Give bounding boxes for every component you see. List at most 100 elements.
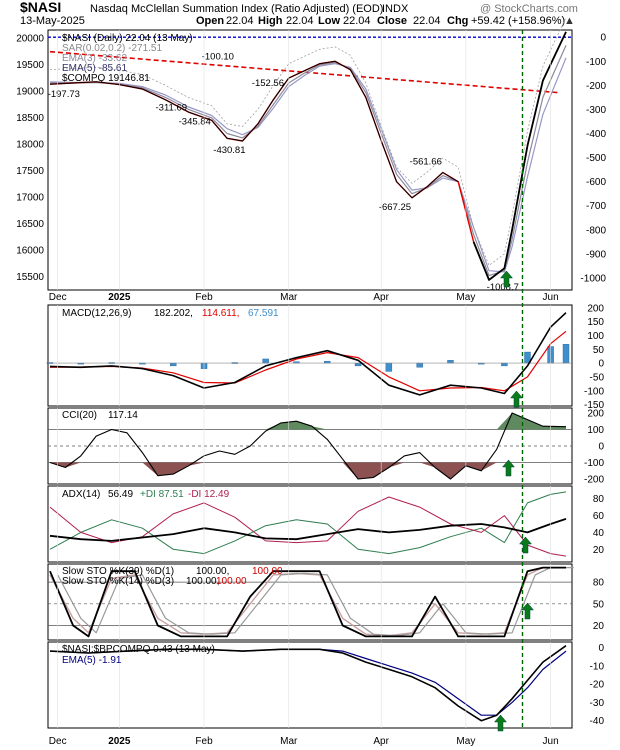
legend-sto1: Slow STO %K(39) %D(1) [62,566,174,577]
legend-macd: MACD(12,26,9) [62,308,131,319]
high-label: High [258,15,283,27]
close-label: Close [377,15,407,27]
legend-macd-v3: 67.591 [248,308,279,319]
macd-histogram-bar [562,344,570,364]
nasi-line [472,31,567,281]
low-value: 22.04 [343,15,371,27]
x-axis-month-label: Apr [373,292,389,303]
legend-macd-v1: 182.202, [154,308,193,319]
ratio-line [49,645,567,722]
compq-line [49,17,567,266]
x-axis-month-label-bottom: 2025 [108,736,131,747]
price-right-tick: -900 [586,249,606,260]
x-axis-month-label-bottom: Dec [49,736,67,747]
chg-label: Chg [447,15,468,27]
legend-ndi: -DI 12.49 [188,489,230,500]
ratio-ema-line [49,648,567,716]
price-right-tick: -400 [586,129,606,140]
ratio-tick-label: -40 [590,716,605,727]
macd-tick-label: -50 [590,372,605,383]
legend-ratio-ema: EMA(5) -1.91 [62,655,122,666]
x-axis-month-label: Dec [49,292,67,303]
annotation-label: -1008.7 [487,282,519,293]
open-value: 22.04 [226,15,254,27]
legend-cci: CCI(20) [62,410,97,421]
chg-value: +59.42 (+158.96%) [471,15,565,27]
cci-tick-label: 200 [587,408,604,419]
legend-ema5: EMA(5) -85.61 [62,63,127,74]
ratio-tick-label: -10 [590,661,605,672]
annotation-label: -152.56 [252,78,284,89]
macd-tick-label: -100 [584,386,604,397]
symbol-title: $NASI [20,0,61,15]
buy-arrow-icon [501,459,516,477]
price-right-tick: -300 [586,105,606,116]
price-right-tick: -600 [586,177,606,188]
watermark: @ StockCharts.com [480,3,578,15]
macd-histogram-bar [354,362,362,367]
legend-sto1-d: 100.00 [252,566,283,577]
price-left-tick: 19000 [16,87,44,98]
legend-sar: SAR(0.02,0.2) -271.51 [62,43,162,54]
legend-sto2-k: 100.00, [186,576,219,587]
macd-histogram-bar [170,362,177,367]
x-axis-month-label-bottom: Jun [543,736,559,747]
close-value: 22.04 [413,15,441,27]
cci-negative-area [50,462,566,479]
price-panel-frame [47,29,573,291]
price-right-tick: -100 [586,57,606,68]
adx-panel-frame [47,485,573,563]
annotation-label: -345.84 [179,116,211,127]
price-left-tick: 16500 [16,219,44,230]
adx-line [49,518,567,542]
cci-positive-area [50,413,566,430]
header-date: 13-May-2025 [20,15,85,27]
legend-macd-v2: 114.611, [202,308,239,319]
adx-tick-label: 80 [593,494,605,505]
legend-pdi: +DI 87.51 [140,489,184,500]
price-left-tick: 17500 [16,166,44,177]
buy-arrow-icon [520,602,535,620]
annotation-label: -561.66 [410,156,442,167]
x-axis-month-label: 2025 [108,292,131,303]
adx-tick-label: 20 [593,545,605,556]
price-left-tick: 20000 [16,33,44,44]
legend-compq: $COMPQ 19146.81 [62,73,150,84]
sto14-d-line [57,566,574,637]
price-right-tick: -200 [586,81,606,92]
x-axis-month-label: May [456,292,475,303]
price-left-tick: 18000 [16,140,44,151]
price-left-tick: 17000 [16,193,44,204]
price-right-tick: -800 [586,225,606,236]
cci-tick-label: -100 [584,458,604,469]
x-axis-month-label: Mar [280,292,298,303]
macd-tick-label: -150 [584,400,604,411]
buy-arrow-icon [499,270,514,288]
macd-histogram-bar [262,358,269,364]
ratio-panel-frame [47,641,573,729]
price-left-tick: 15500 [16,272,44,283]
price-right-tick: -500 [586,153,606,164]
x-axis-month-label-bottom: Apr [373,736,389,747]
x-axis-month-label-bottom: Mar [280,736,298,747]
buy-arrow-icon [518,536,533,554]
high-value: 22.04 [286,15,314,27]
legend-cci-value: 117.14 [108,410,138,421]
chg-up-icon: ▲ [564,15,575,27]
legend-sto2: Slow STO %K(14) %D(3) [62,576,174,587]
x-axis-month-label: Jun [543,292,559,303]
sto-tick-label: 50 [593,599,605,610]
x-axis-month-label-bottom: Feb [195,736,213,747]
macd-histogram-bar [501,362,508,367]
sto39-line [49,566,566,638]
cci-tick-label: -200 [584,475,604,486]
price-right-tick: -700 [586,201,606,212]
ndi-line [49,496,567,557]
legend-nasi: $NASI (Daily) 22.04 (13 May) [62,33,193,44]
pdi-line [49,491,567,555]
price-left-tick: 18500 [16,113,44,124]
legend-adx: ADX(14) [62,489,100,500]
x-axis-month-label-bottom: May [456,736,475,747]
open-label: Open [196,15,224,27]
